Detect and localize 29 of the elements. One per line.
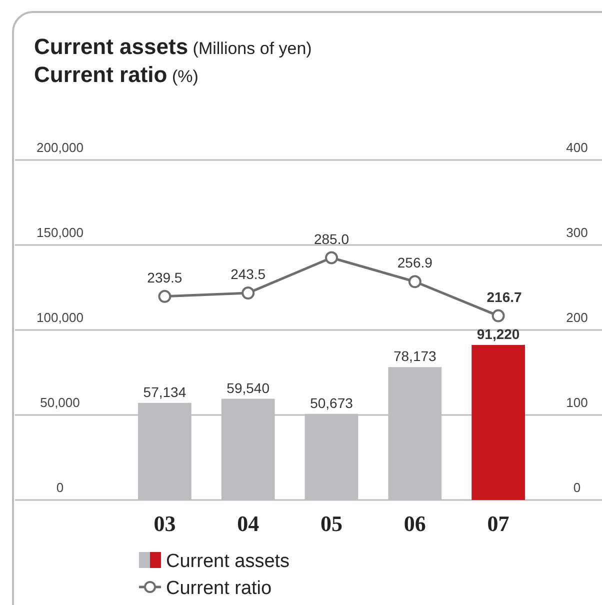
y2-tick-label: 400 (566, 140, 588, 155)
data-label: 243.5 (230, 266, 266, 282)
x-tick-label: 07 (487, 511, 510, 536)
y2-tick-label: 100 (566, 395, 588, 410)
x-tick-label: 06 (404, 511, 426, 536)
data-label: 256.9 (397, 254, 433, 271)
y2-tick-label: 300 (566, 225, 588, 240)
y-tick-label: 100,000 (36, 310, 84, 325)
legend-label: Current assets (166, 551, 290, 572)
y2-tick-label: 200 (566, 310, 588, 325)
y-tick-label: 0 (56, 480, 64, 495)
x-tick-label: 05 (320, 511, 342, 536)
x-tick-label: 04 (237, 511, 260, 536)
y-tick-label: 150,000 (36, 225, 84, 240)
data-label: 57,134 (143, 384, 186, 400)
chart-subtitle: Current ratio (%) (34, 62, 198, 87)
data-label: 50,673 (310, 394, 354, 411)
y-tick-label: 200,000 (36, 140, 84, 155)
data-label: 78,173 (393, 348, 437, 364)
data-label: 59,540 (226, 380, 270, 396)
data-label: 239.5 (147, 269, 182, 286)
x-tick-label: 03 (154, 511, 176, 536)
y-tick-label: 50,000 (40, 395, 80, 410)
legend-label: Current ratio (166, 578, 272, 599)
data-label: 285.0 (314, 230, 350, 247)
chart-title: Current assets (Millions of yen) (34, 34, 312, 59)
data-label: 91,220 (476, 326, 520, 342)
y2-tick-label: 0 (573, 480, 581, 495)
data-label: 216.7 (486, 288, 522, 305)
